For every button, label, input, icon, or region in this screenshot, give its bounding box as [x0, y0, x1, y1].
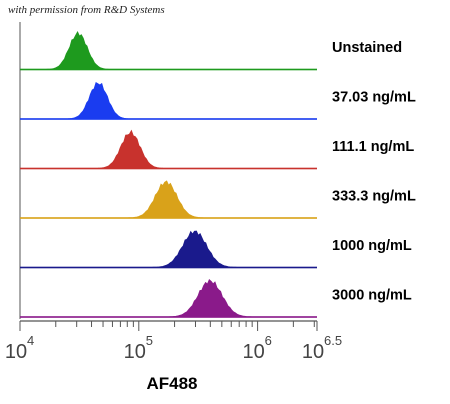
series-label-5: 3000 ng/mL	[332, 288, 412, 304]
x-tick-label-3: 10	[302, 341, 324, 363]
histogram-3	[20, 180, 317, 219]
x-tick-exp-3: 6.5	[324, 333, 342, 348]
x-tick-label-0: 10	[5, 341, 27, 363]
series-label-3: 333.3 ng/mL	[332, 189, 416, 205]
histogram-2	[20, 129, 317, 170]
series-label-1: 37.03 ng/mL	[332, 90, 416, 106]
watermark-text: with permission from R&D Systems	[8, 4, 165, 16]
histogram-0	[20, 31, 317, 71]
histogram-1	[20, 81, 317, 120]
histogram-lanes: Unstained 37.03 ng/mL 111.1 ng/mL 333.3 ng/…	[19, 22, 416, 319]
series-label-2: 111.1 ng/mL	[332, 139, 414, 155]
histogram-4	[20, 230, 317, 269]
series-label-0: Unstained	[332, 40, 402, 56]
x-axis-label: AF488	[146, 374, 197, 393]
x-tick-label-2: 10	[242, 341, 264, 363]
x-tick-exp-1: 5	[146, 333, 153, 348]
x-tick-exp-2: 6	[265, 333, 272, 348]
x-tick-label-1: 10	[124, 341, 146, 363]
histogram-5	[20, 278, 317, 318]
series-label-4: 1000 ng/mL	[332, 238, 412, 254]
x-tick-exp-0: 4	[27, 333, 34, 348]
